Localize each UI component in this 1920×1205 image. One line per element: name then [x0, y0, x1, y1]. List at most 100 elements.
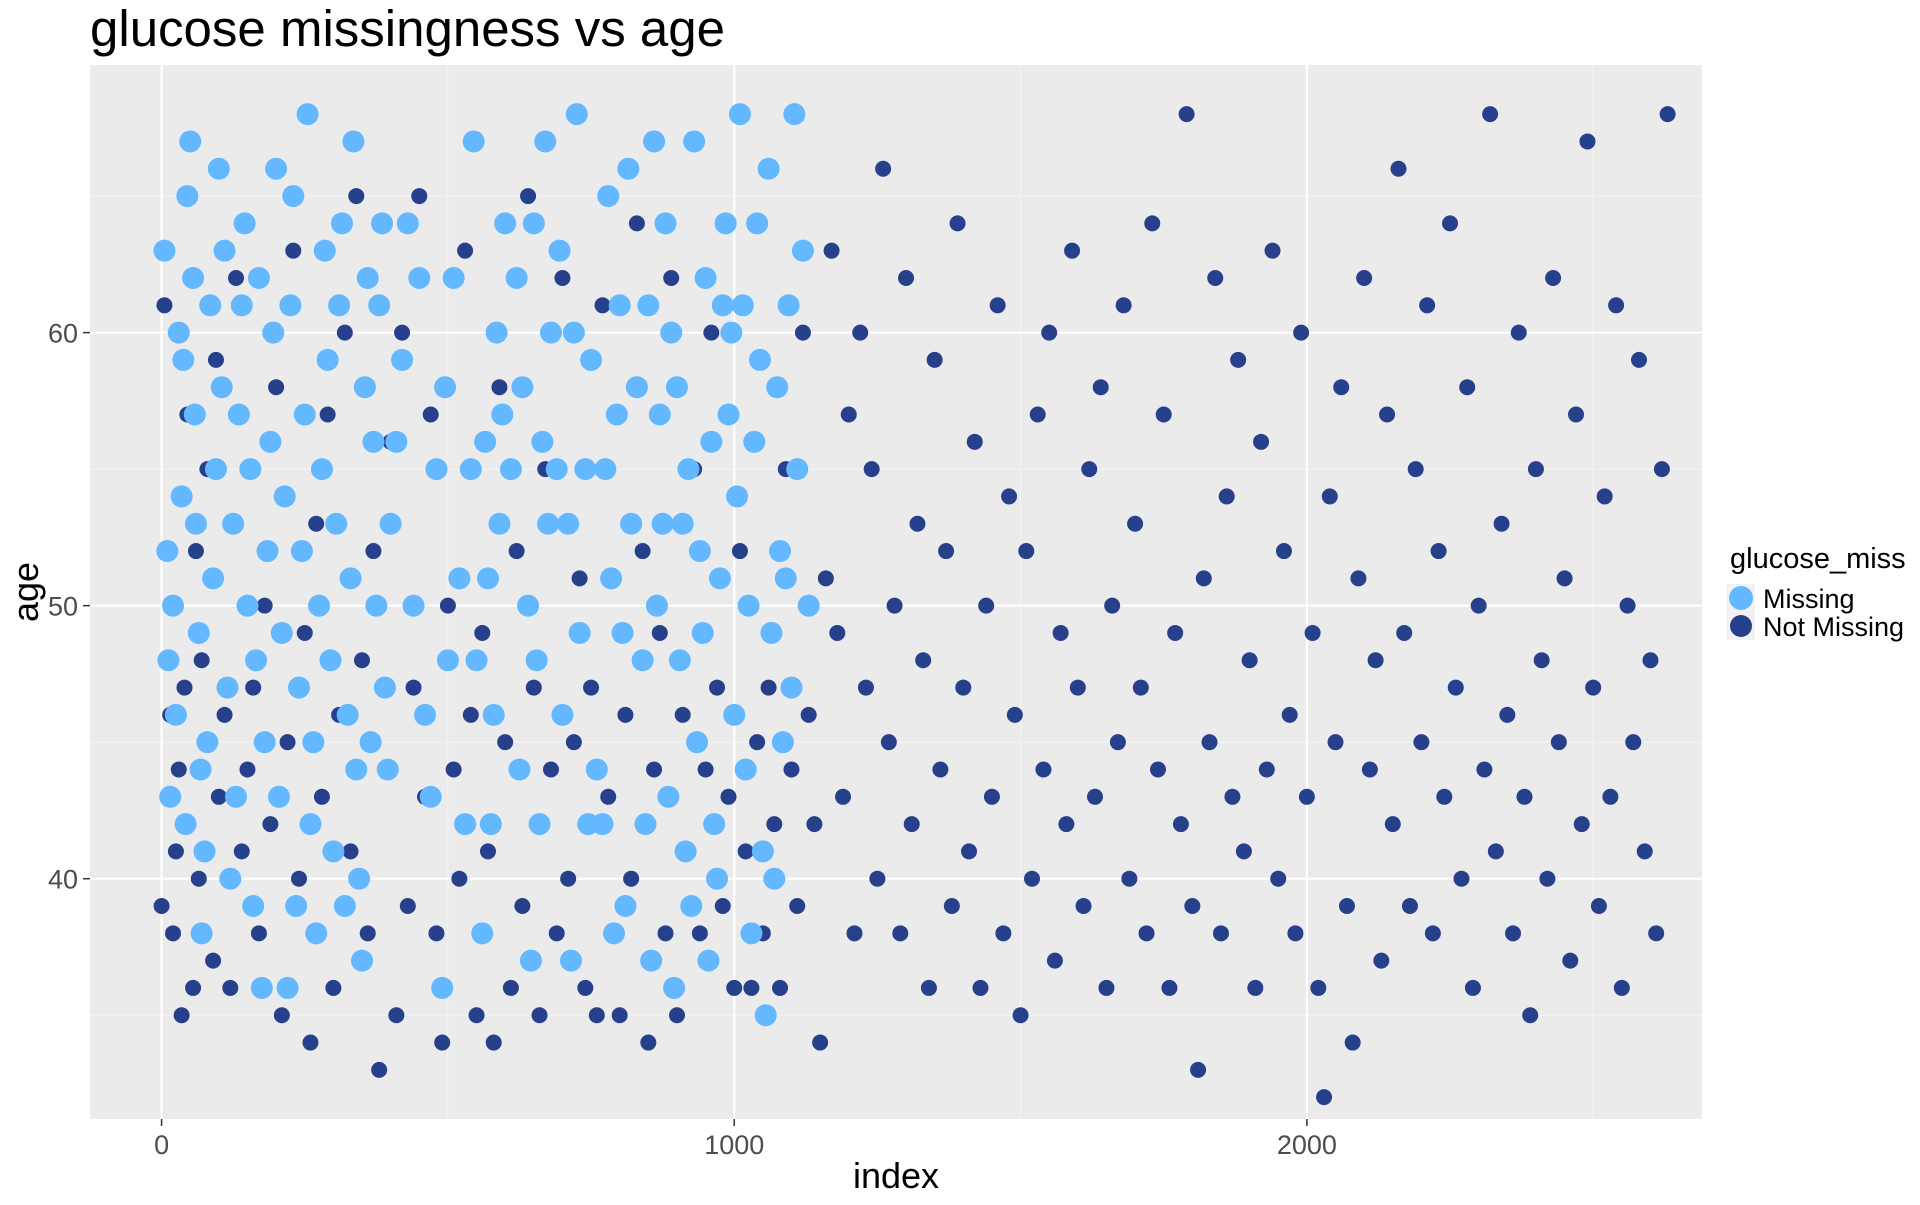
data-point	[268, 379, 285, 396]
data-point	[1430, 543, 1447, 560]
data-point	[356, 266, 379, 289]
data-point	[468, 1007, 485, 1024]
data-point	[439, 597, 456, 614]
data-point	[157, 649, 180, 672]
data-point	[723, 703, 746, 726]
data-point	[302, 731, 325, 754]
data-point	[207, 351, 224, 368]
data-point	[554, 269, 571, 286]
data-point	[565, 103, 588, 126]
data-point	[199, 294, 222, 317]
data-point	[674, 706, 691, 723]
data-point	[250, 976, 273, 999]
tick-labels: 0 1000 2000 40 50 60	[48, 319, 1337, 1160]
data-point	[159, 785, 182, 808]
data-point	[1270, 870, 1287, 887]
data-point	[1464, 979, 1481, 996]
data-point	[499, 458, 522, 481]
data-point	[219, 867, 242, 890]
data-point	[789, 898, 806, 915]
data-point	[548, 239, 571, 262]
data-point	[411, 188, 428, 205]
plot-panel	[90, 65, 1702, 1119]
data-point	[187, 621, 210, 644]
data-point	[1235, 843, 1252, 860]
data-point	[227, 403, 250, 426]
data-point	[1522, 1007, 1539, 1024]
data-point	[711, 294, 734, 317]
data-point	[806, 816, 823, 833]
data-point	[362, 430, 385, 453]
data-point	[193, 652, 210, 669]
data-point	[1379, 406, 1396, 423]
data-point	[187, 543, 204, 560]
data-point	[720, 321, 743, 344]
data-point	[1046, 952, 1063, 969]
data-point	[1138, 925, 1155, 942]
data-point	[183, 403, 206, 426]
data-point	[422, 406, 439, 423]
data-point	[396, 212, 419, 235]
data-point	[308, 594, 331, 617]
data-point	[525, 649, 548, 672]
data-point	[691, 925, 708, 942]
data-point	[645, 594, 668, 617]
data-point	[1006, 706, 1023, 723]
data-point	[628, 215, 645, 232]
data-point	[620, 512, 643, 535]
data-point	[485, 321, 508, 344]
data-point	[1505, 925, 1522, 942]
data-point	[1648, 925, 1665, 942]
data-point	[359, 925, 376, 942]
data-point	[222, 979, 239, 996]
data-point	[299, 813, 322, 836]
data-point	[1310, 979, 1327, 996]
data-point	[520, 188, 537, 205]
data-point	[780, 676, 803, 699]
data-point	[548, 925, 565, 942]
data-point	[766, 376, 789, 399]
data-point	[405, 679, 422, 696]
data-point	[817, 570, 834, 587]
data-point	[708, 567, 731, 590]
data-point	[479, 813, 502, 836]
data-point	[835, 788, 852, 805]
data-point	[694, 266, 717, 289]
data-point	[1556, 570, 1573, 587]
data-point	[665, 376, 688, 399]
data-point	[1207, 269, 1224, 286]
data-point	[571, 570, 588, 587]
data-point	[1573, 816, 1590, 833]
data-point	[562, 321, 585, 344]
data-point	[594, 297, 611, 314]
data-point	[1338, 898, 1355, 915]
data-point	[471, 922, 494, 945]
data-point	[508, 758, 531, 781]
data-point	[774, 567, 797, 590]
data-point	[1104, 597, 1121, 614]
data-point	[247, 266, 270, 289]
legend-title: glucose_miss	[1730, 543, 1906, 575]
data-point	[909, 515, 926, 532]
data-point	[296, 624, 313, 641]
data-point	[402, 594, 425, 617]
data-point	[1161, 979, 1178, 996]
data-point	[1350, 570, 1367, 587]
data-point	[749, 734, 766, 751]
data-point	[474, 624, 491, 641]
data-point	[1470, 597, 1487, 614]
data-point	[686, 731, 709, 754]
data-point	[903, 816, 920, 833]
data-point	[497, 734, 514, 751]
data-point	[273, 485, 296, 508]
data-point	[1144, 215, 1161, 232]
data-point	[253, 731, 276, 754]
data-point	[167, 321, 190, 344]
data-point	[514, 898, 531, 915]
data-point	[1316, 1089, 1333, 1106]
data-point	[213, 239, 236, 262]
data-point	[459, 458, 482, 481]
data-point	[657, 925, 674, 942]
data-point	[230, 294, 253, 317]
data-point	[651, 624, 668, 641]
